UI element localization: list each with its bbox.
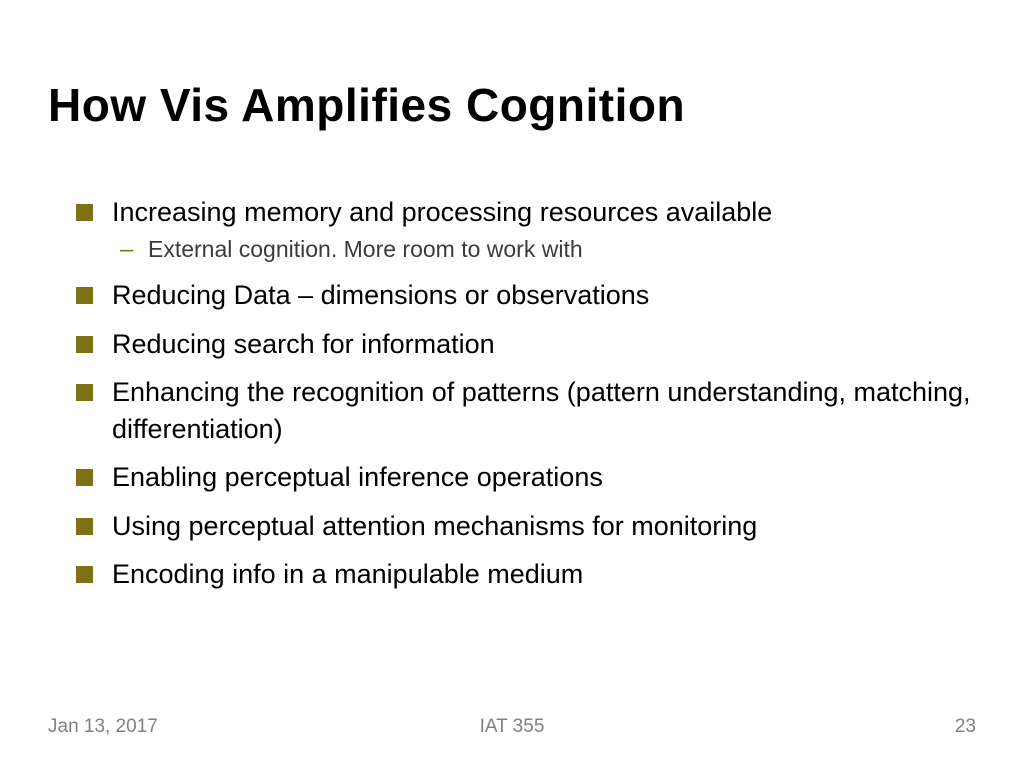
bullet-text: Reducing search for information xyxy=(112,329,495,359)
bullet-item: Reducing search for information xyxy=(76,326,976,362)
sub-bullet-item: External cognition. More room to work wi… xyxy=(112,234,976,265)
bullet-item: Encoding info in a manipulable medium xyxy=(76,556,976,592)
bullet-item: Enabling perceptual inference operations xyxy=(76,459,976,495)
bullet-item: Increasing memory and processing resourc… xyxy=(76,194,976,265)
bullet-list: Increasing memory and processing resourc… xyxy=(48,194,976,593)
slide: How Vis Amplifies Cognition Increasing m… xyxy=(0,0,1024,768)
slide-footer: Jan 13, 2017 IAT 355 23 xyxy=(0,716,1024,738)
bullet-item: Reducing Data – dimensions or observatio… xyxy=(76,277,976,313)
footer-course: IAT 355 xyxy=(480,716,545,738)
bullet-text: Encoding info in a manipulable medium xyxy=(112,559,583,589)
bullet-text: Reducing Data – dimensions or observatio… xyxy=(112,280,649,310)
bullet-text: Enhancing the recognition of patterns (p… xyxy=(112,377,971,443)
bullet-item: Using perceptual attention mechanisms fo… xyxy=(76,508,976,544)
sub-bullet-list: External cognition. More room to work wi… xyxy=(112,234,976,265)
bullet-text: Increasing memory and processing resourc… xyxy=(112,197,772,227)
bullet-text: Using perceptual attention mechanisms fo… xyxy=(112,511,757,541)
slide-title: How Vis Amplifies Cognition xyxy=(48,78,976,132)
footer-page: 23 xyxy=(955,716,976,738)
footer-date: Jan 13, 2017 xyxy=(48,716,158,738)
bullet-text: Enabling perceptual inference operations xyxy=(112,462,603,492)
bullet-item: Enhancing the recognition of patterns (p… xyxy=(76,374,976,447)
